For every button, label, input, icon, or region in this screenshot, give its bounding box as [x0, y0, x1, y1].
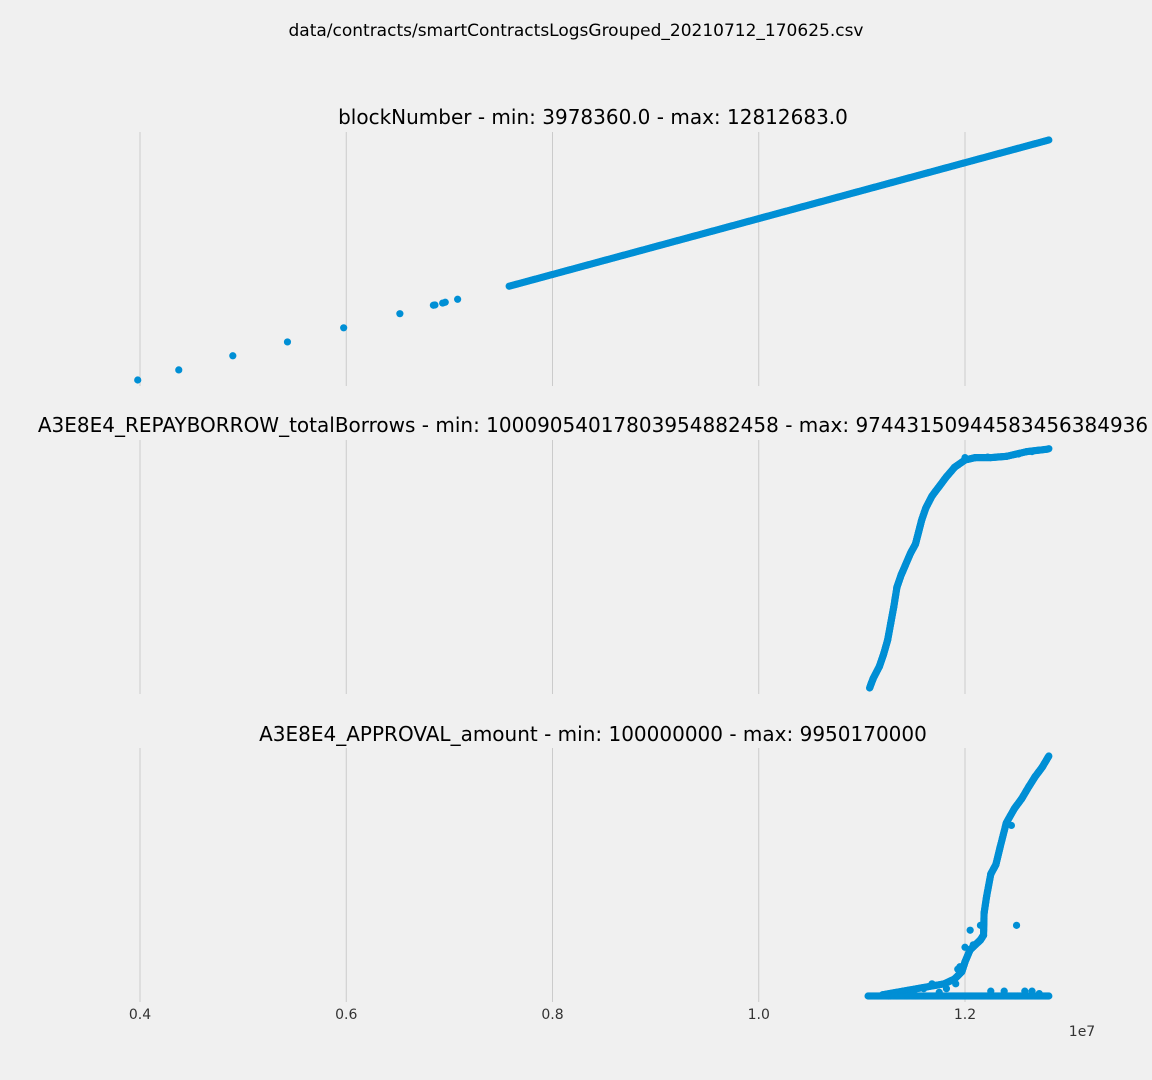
- data-point: [1015, 450, 1023, 458]
- data-point: [1045, 992, 1053, 1000]
- data-point: [976, 921, 985, 929]
- data-point: [994, 453, 1002, 461]
- data-point: [1045, 445, 1053, 453]
- data-point: [441, 298, 449, 306]
- subplot-title: A3E8E4_REPAYBORROW_totalBorrows - min: 1…: [38, 413, 1148, 437]
- data-point: [229, 352, 237, 360]
- subplot-1: blockNumber - min: 3978360.0 - max: 1281…: [134, 105, 1053, 386]
- data-point: [1021, 987, 1029, 995]
- data-point: [1045, 136, 1053, 144]
- data-point: [935, 988, 943, 996]
- x-tick-label: 1.2: [954, 1007, 976, 1023]
- data-point: [952, 980, 960, 988]
- data-point: [954, 965, 962, 973]
- data-point: [1028, 987, 1036, 995]
- subplot-title: blockNumber - min: 3978360.0 - max: 1281…: [338, 105, 848, 129]
- data-point: [1000, 987, 1008, 995]
- data-point: [920, 985, 928, 993]
- data-point: [1012, 921, 1021, 929]
- data-point: [928, 980, 936, 988]
- data-point: [909, 989, 918, 998]
- data-point: [961, 454, 969, 462]
- data-point: [987, 987, 995, 995]
- data-point: [1045, 752, 1053, 760]
- subplots: blockNumber - min: 3978360.0 - max: 1281…: [38, 105, 1148, 1023]
- data-point: [942, 985, 951, 993]
- data-point: [1028, 448, 1036, 456]
- x-tick-label: 0.4: [129, 1007, 151, 1023]
- subplot-2: A3E8E4_REPAYBORROW_totalBorrows - min: 1…: [38, 413, 1148, 694]
- x-tick-label: 0.8: [541, 1007, 563, 1023]
- data-point: [966, 926, 974, 934]
- data-point: [1007, 821, 1016, 830]
- data-point: [961, 943, 969, 951]
- data-point: [175, 366, 183, 374]
- data-point: [283, 338, 292, 346]
- data-point: [134, 376, 142, 384]
- x-multiplier-label: 1e7: [1069, 1024, 1095, 1040]
- subplot-3: A3E8E4_APPROVAL_amount - min: 100000000 …: [129, 722, 1053, 1023]
- data-point: [340, 324, 348, 332]
- subplot-title: A3E8E4_APPROVAL_amount - min: 100000000 …: [259, 722, 927, 746]
- x-tick-label: 1.0: [748, 1007, 770, 1023]
- x-tick-label: 0.6: [335, 1007, 357, 1023]
- data-point: [454, 295, 462, 303]
- data-point: [396, 310, 404, 318]
- data-point: [431, 301, 439, 309]
- figure-suptitle: data/contracts/smartContractsLogsGrouped…: [288, 21, 863, 41]
- data-point: [984, 453, 992, 461]
- data-point: [969, 941, 977, 949]
- data-point: [1035, 989, 1043, 998]
